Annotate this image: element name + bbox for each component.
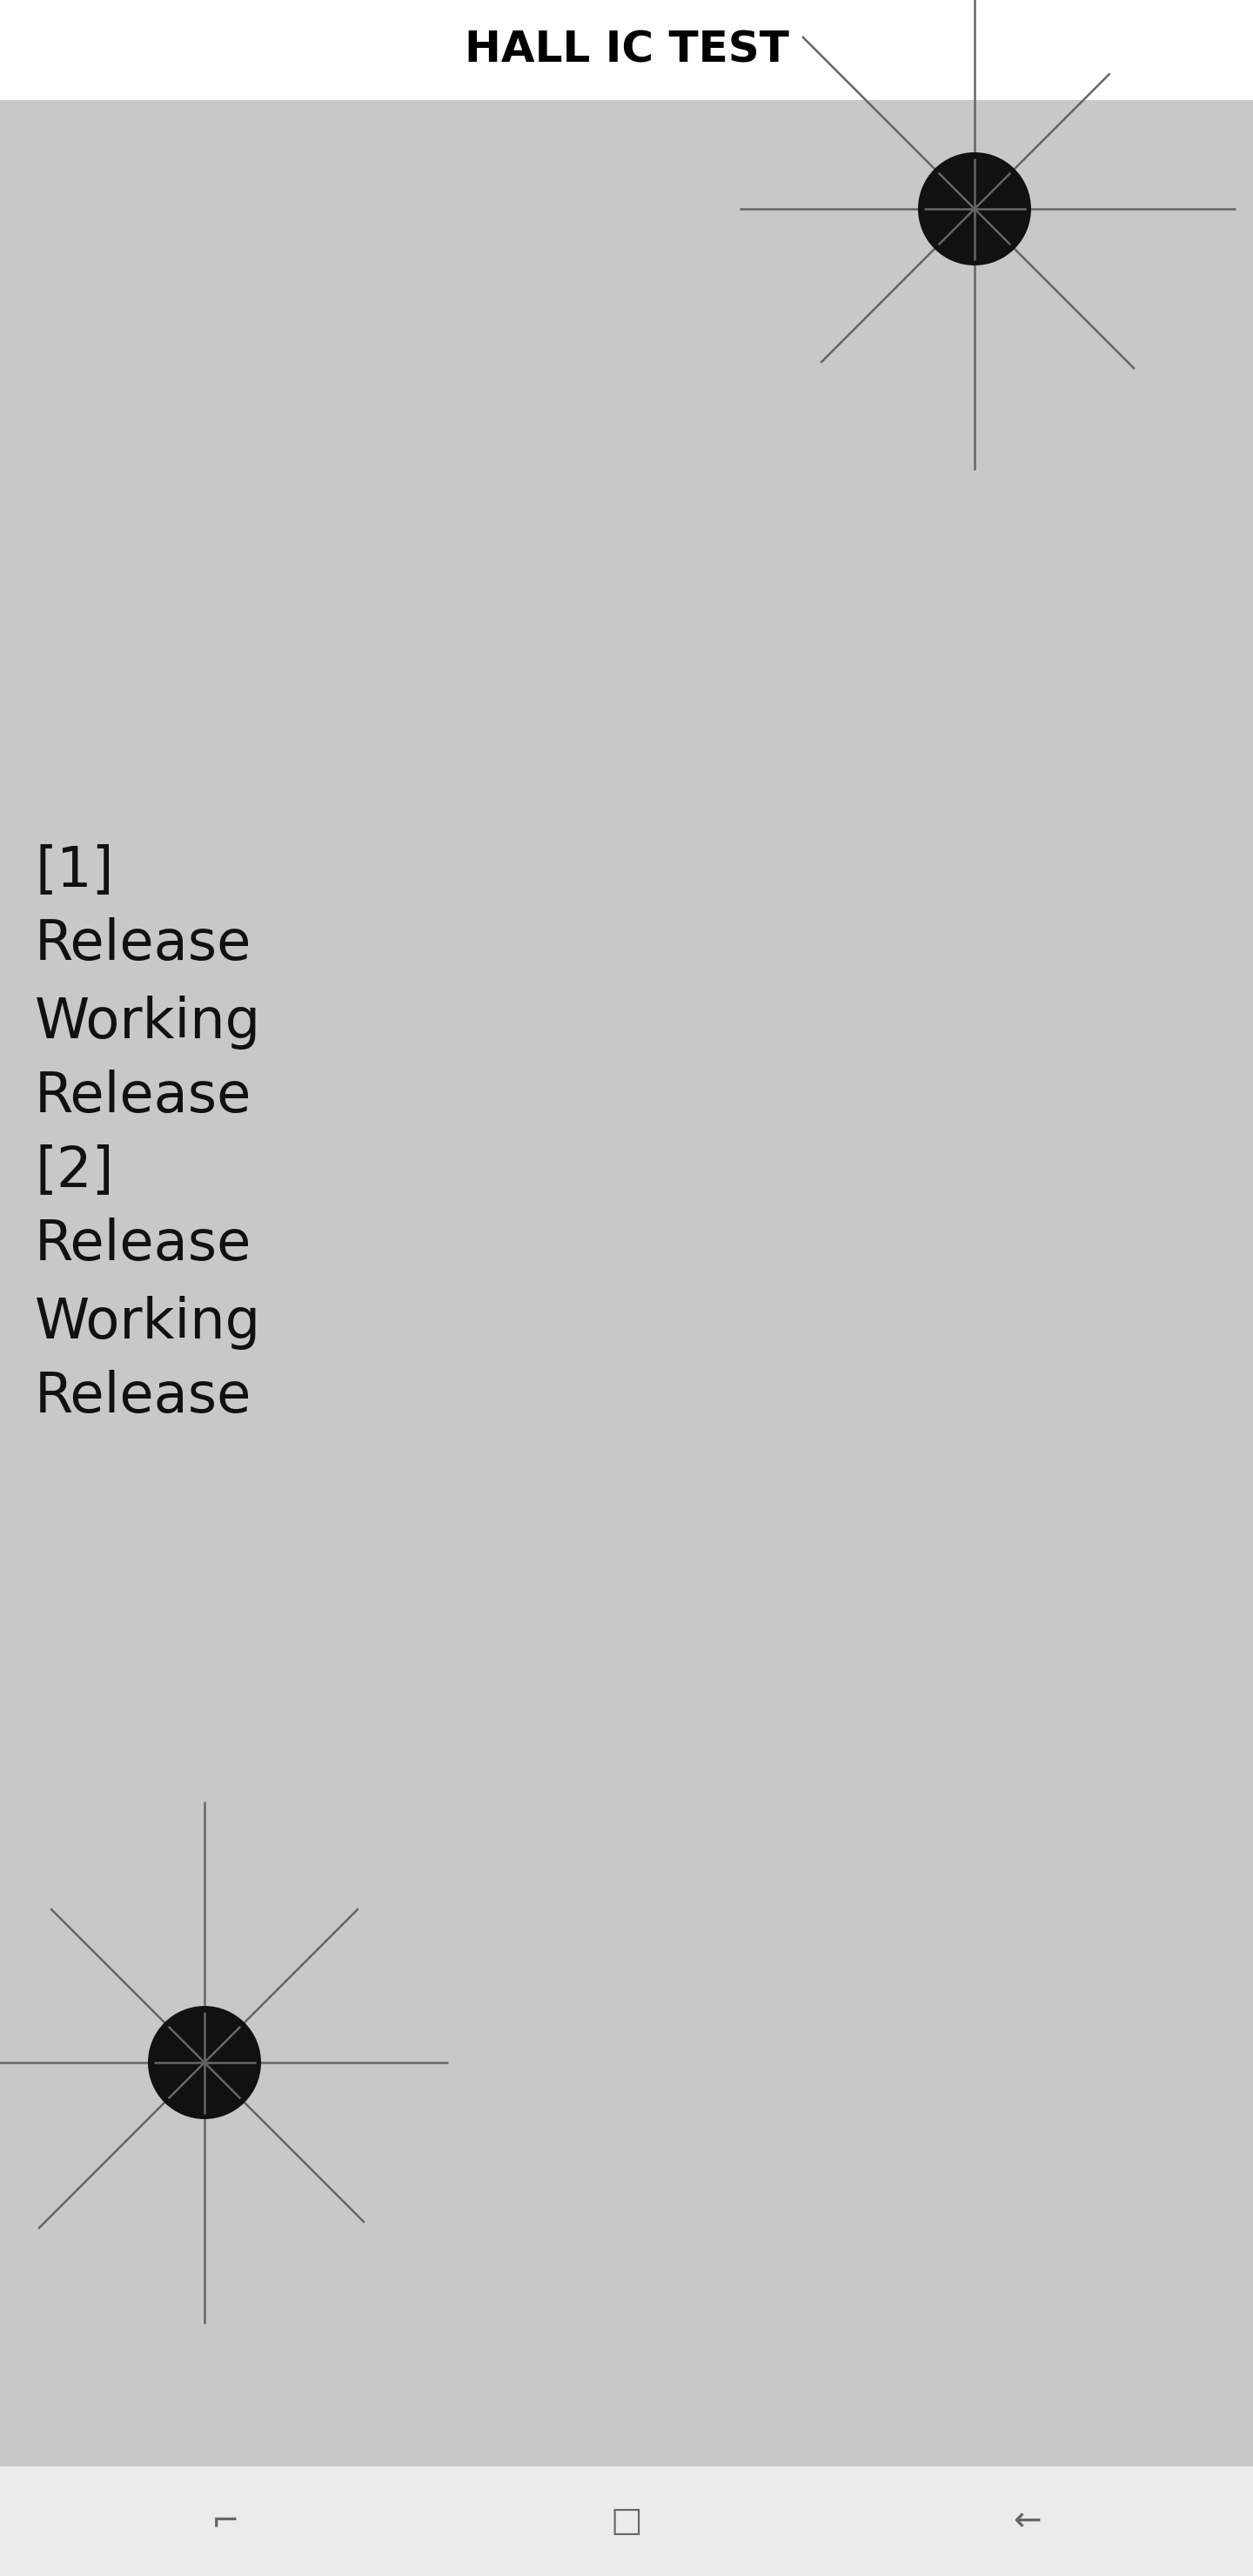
Text: Release: Release [35,1218,252,1273]
Text: [1]: [1] [35,842,114,896]
Text: Release: Release [35,1370,252,1425]
Circle shape [918,152,1031,265]
Text: Working: Working [35,1296,261,1350]
Text: □: □ [610,2504,643,2537]
Bar [0,2465,1253,2576]
Bar [0,0,1253,100]
Text: ←: ← [1014,2504,1041,2537]
Text: [2]: [2] [35,1144,114,1198]
Text: ⌐: ⌐ [212,2504,239,2537]
Text: HALL IC TEST: HALL IC TEST [465,28,788,72]
Text: Release: Release [35,917,252,971]
Circle shape [148,2007,261,2120]
Text: Release: Release [35,1069,252,1123]
Text: Working: Working [35,994,261,1048]
